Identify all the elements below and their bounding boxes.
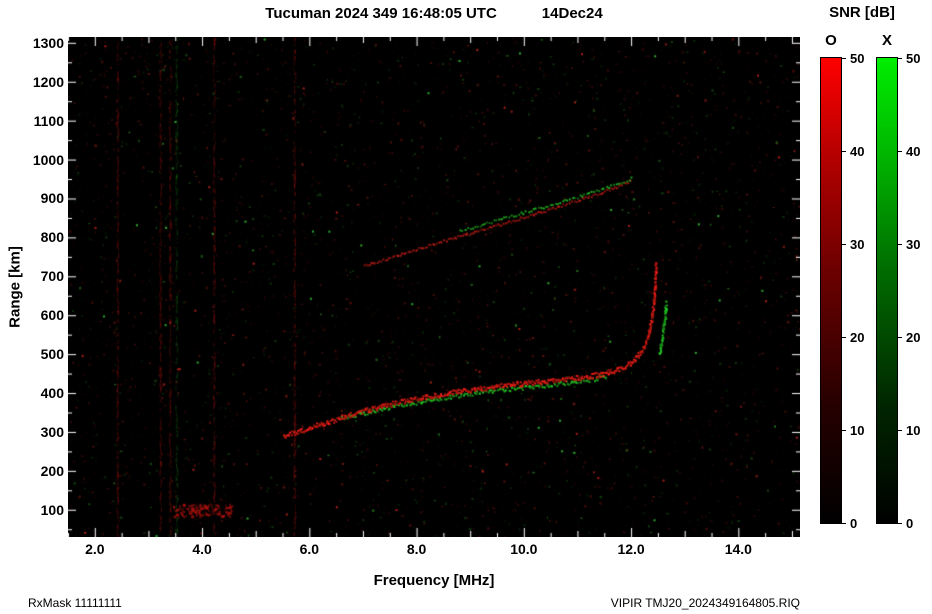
colorbar-tick-mark: [842, 243, 846, 245]
colorbar-tick-label: 20: [898, 329, 920, 345]
x-tick-label: 10.0: [510, 541, 538, 557]
colorbar-tick-mark: [898, 243, 902, 245]
colorbar-tick-mark: [842, 150, 846, 152]
y-tick-label: 300: [40, 423, 64, 440]
colorbar-tick-mark: [842, 336, 846, 338]
filename-label: VIPIR TMJ20_2024349164805.RIQ: [610, 596, 800, 610]
colorbar-tick-label: 10: [842, 422, 864, 438]
colorbar-x: X 50 40 30 20 10 0: [876, 32, 920, 531]
rxmask-label: RxMask 11111111: [28, 596, 122, 610]
x-axis-label: Frequency [MHz]: [373, 572, 495, 589]
y-tick-label: 500: [40, 346, 64, 363]
colorbar-tick-mark: [898, 522, 902, 524]
y-tick-label: 800: [40, 229, 64, 246]
colorbar-tick-label: 0: [898, 515, 913, 531]
x-tick-label: 4.0: [192, 541, 212, 557]
colorbar-tick-mark: [898, 150, 902, 152]
colorbar-tick-label: 50: [898, 50, 920, 66]
y-tick-label: 400: [40, 385, 64, 402]
title-row: Tucuman 2024 349 16:48:05 UTC 14Dec24: [68, 5, 800, 22]
colorbar-tick-label: 10: [898, 422, 920, 438]
colorbar-tick-mark: [842, 57, 846, 59]
colorbar-tick-mark: [898, 429, 902, 431]
colorbar-tick-label: 0: [842, 515, 857, 531]
x-tick-label: 12.0: [617, 541, 645, 557]
x-tick-label: 8.0: [406, 541, 427, 557]
y-tick-label: 900: [40, 190, 64, 207]
colorbar-tick-label: 30: [898, 236, 920, 252]
colorbar-tick-mark: [898, 336, 902, 338]
colorbar-tick-mark: [842, 429, 846, 431]
colorbar-tick-mark: [842, 522, 846, 524]
colorbar-o: O 50 40 30 20 10 0: [820, 32, 864, 531]
ionogram-canvas: [68, 37, 800, 537]
x-tick-label: 6.0: [299, 541, 320, 557]
y-tick-label: 1100: [33, 112, 64, 129]
y-tick-label: 100: [40, 501, 64, 518]
colorbar-tick-mark: [898, 57, 902, 59]
y-tick-label: 1000: [32, 151, 64, 168]
y-tick-label: 1200: [32, 73, 64, 90]
y-tick-label: 200: [40, 462, 64, 479]
colorbar-x-label: X: [881, 32, 892, 49]
colorbar-tick-label: 40: [842, 143, 864, 159]
y-tick-label: 600: [40, 307, 64, 324]
snr-units-label: SNR [dB]: [829, 4, 895, 21]
date-label: 14Dec24: [541, 5, 603, 22]
colorbar-tick-label: 40: [898, 143, 920, 159]
y-tick-label: 1300: [32, 34, 64, 51]
x-tick-label: 2.0: [85, 541, 105, 557]
colorbar-o-label: O: [825, 32, 837, 49]
x-tick-label: 14.0: [724, 541, 752, 557]
colorbar-tick-label: 50: [842, 50, 864, 66]
colorbar-tick-label: 20: [842, 329, 864, 345]
page-title: Tucuman 2024 349 16:48:05 UTC: [265, 5, 497, 22]
colorbar-tick-label: 30: [842, 236, 864, 252]
y-tick-label: 700: [40, 268, 64, 285]
